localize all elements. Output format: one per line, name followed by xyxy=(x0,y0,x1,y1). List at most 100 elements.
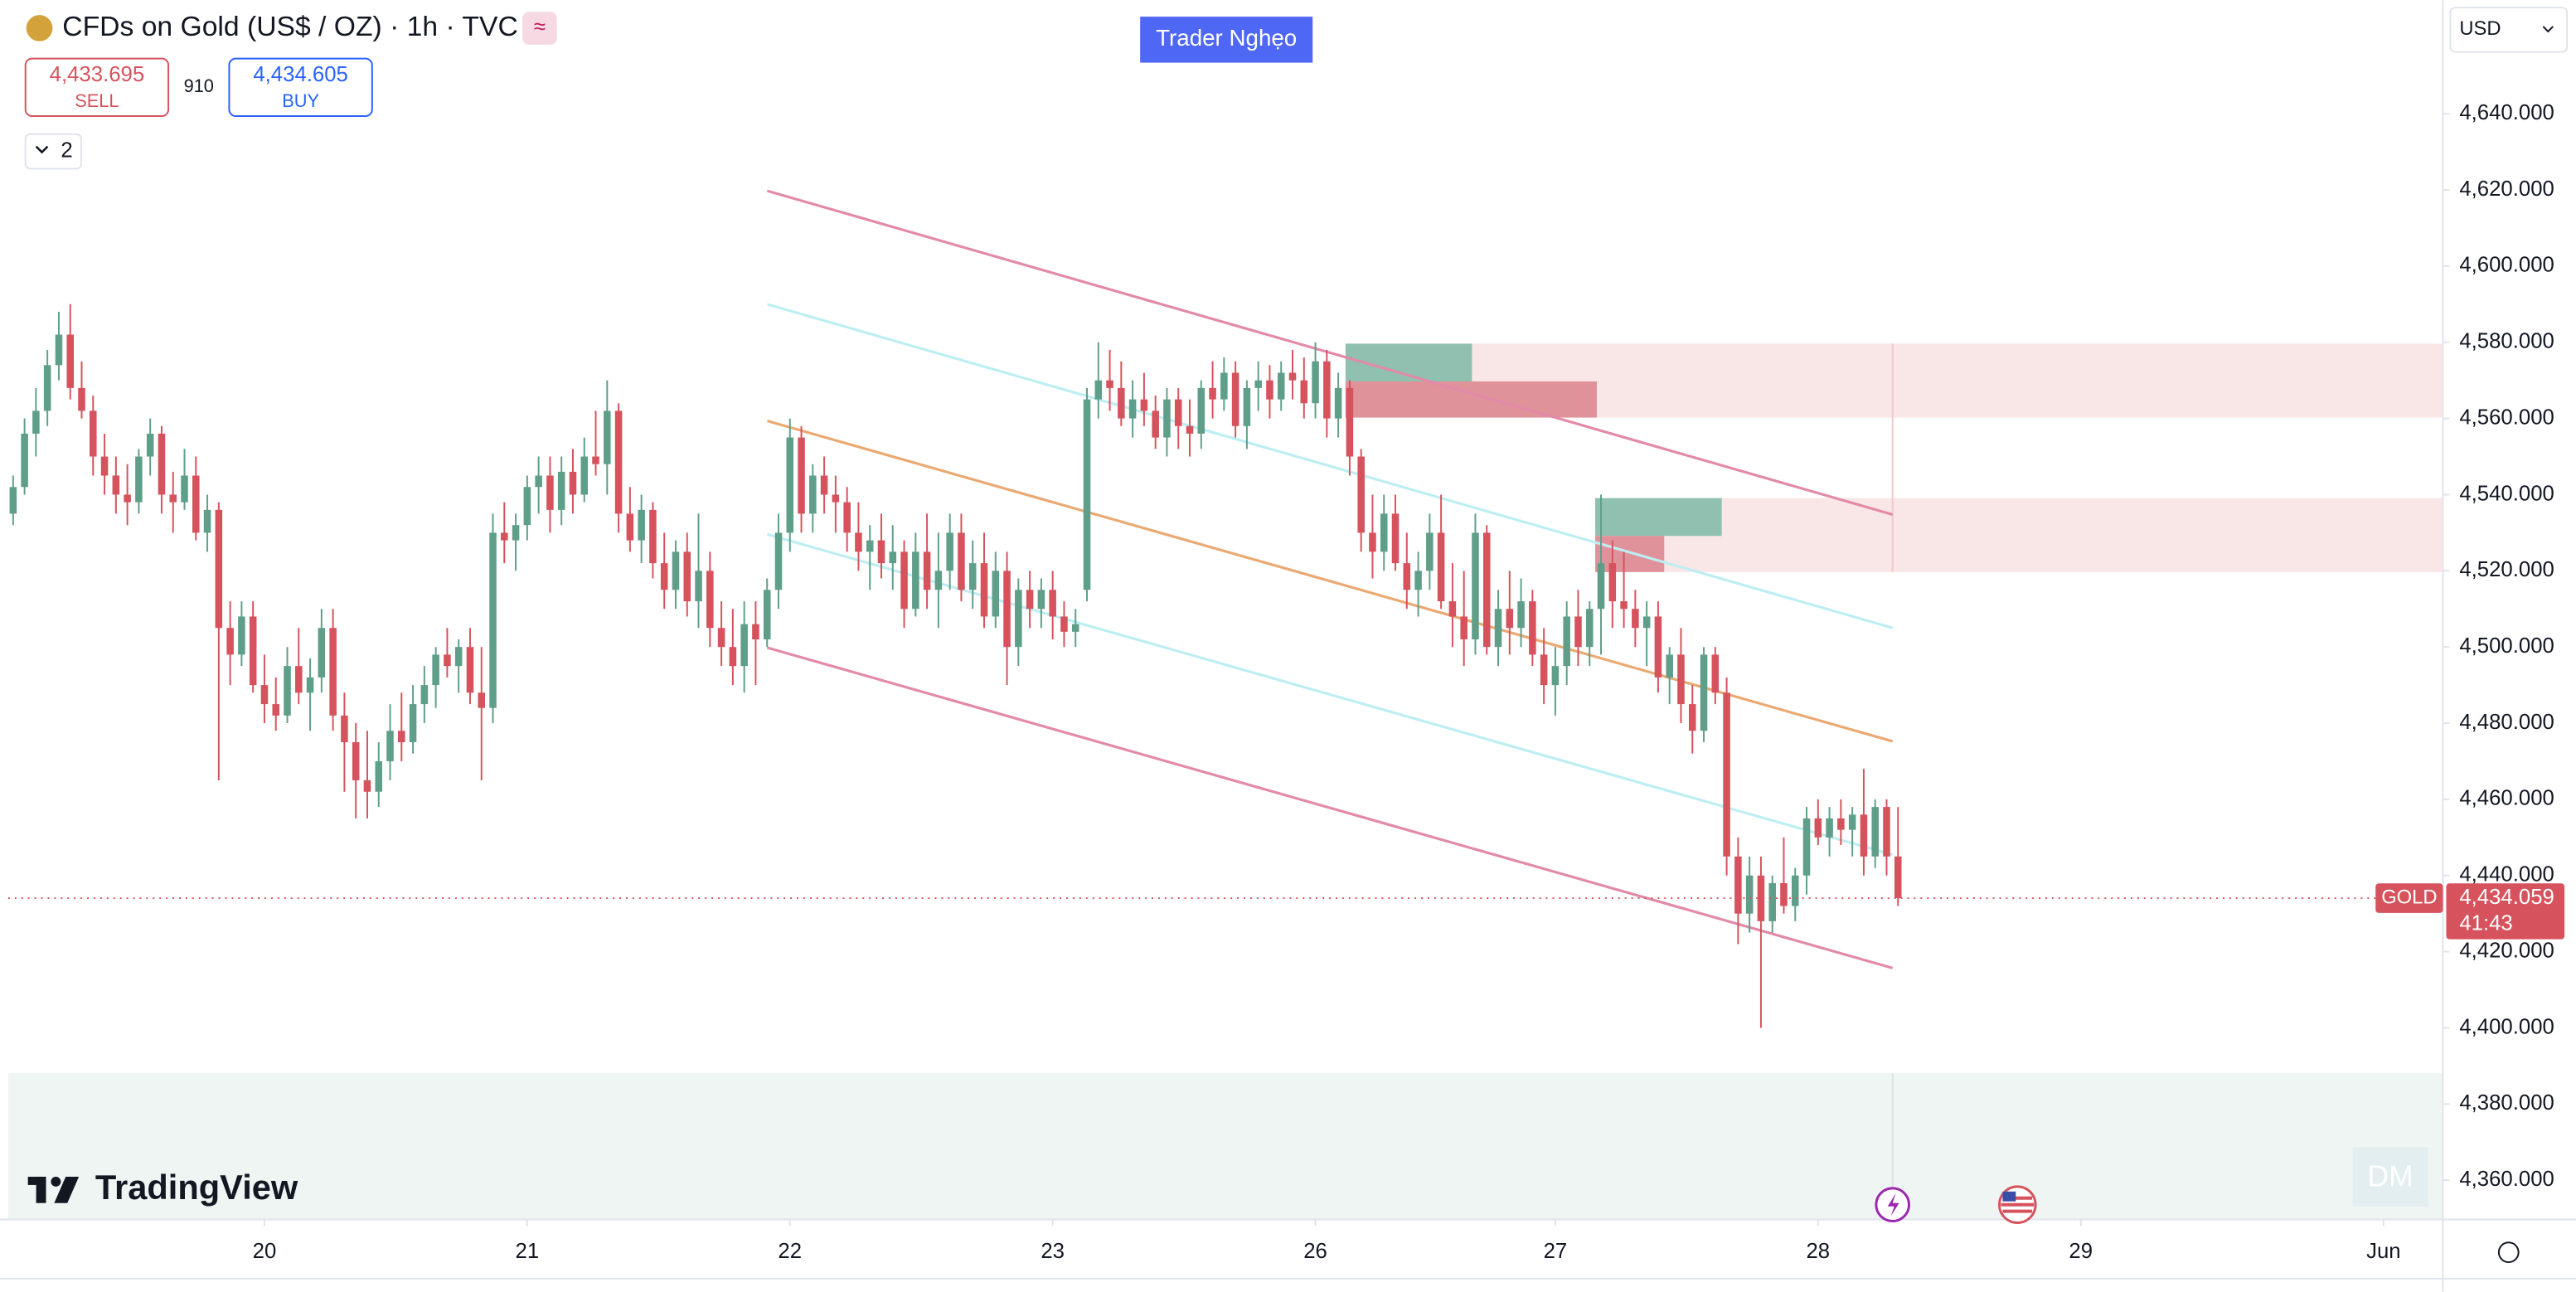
y-tick-label: 4,620.000 xyxy=(2459,177,2554,201)
tv-logo xyxy=(27,1177,80,1203)
candle-body xyxy=(889,551,897,564)
candle-body xyxy=(1437,532,1445,602)
candle-body xyxy=(1723,692,1730,857)
candle-body xyxy=(786,437,794,533)
x-tick-label: 26 xyxy=(1303,1240,1327,1263)
candle-body xyxy=(1506,609,1514,629)
candle-body xyxy=(169,494,177,503)
y-tick-label: 4,420.000 xyxy=(2459,939,2554,962)
candle-body xyxy=(181,475,188,503)
candle-body xyxy=(866,540,874,552)
candle-body xyxy=(752,624,759,640)
status-icon: ≈ xyxy=(534,16,546,39)
candle-body xyxy=(1094,380,1103,400)
candle-body xyxy=(1677,654,1685,705)
zone xyxy=(1595,498,2443,572)
candle-body xyxy=(604,410,611,464)
bolt xyxy=(1887,1192,1899,1217)
candle-body xyxy=(1163,399,1171,438)
indicator-toggle[interactable] xyxy=(24,133,83,170)
y-tick-label: 4,400.000 xyxy=(2459,1015,2554,1038)
x-tick-label: 23 xyxy=(1041,1240,1065,1263)
candle-body xyxy=(1174,399,1182,426)
y-tick-label: 4,440.000 xyxy=(2459,863,2554,886)
candle-body xyxy=(683,551,691,602)
candle-body xyxy=(1448,601,1457,617)
candle-body xyxy=(1003,571,1011,648)
y-tick-label: 4,560.000 xyxy=(2459,406,2554,429)
buy-price: 4,434.605 xyxy=(253,63,348,86)
symbol-tag xyxy=(2375,883,2443,913)
symbol-icon xyxy=(26,15,53,41)
spread: 910 xyxy=(184,75,214,96)
candle-body xyxy=(523,487,531,526)
candle-body xyxy=(1128,399,1137,419)
sell-label: SELL xyxy=(75,90,119,111)
candle-body xyxy=(146,433,154,457)
sell-button[interactable] xyxy=(24,57,170,117)
candle-body xyxy=(295,666,303,693)
y-tick-label: 4,460.000 xyxy=(2459,787,2554,810)
brand: TradingView xyxy=(95,1168,298,1207)
candle-body xyxy=(1106,380,1113,388)
chevron xyxy=(2542,26,2554,33)
candle-body xyxy=(877,540,885,564)
candle-body xyxy=(1323,361,1331,419)
candle-body xyxy=(1118,387,1125,419)
candle-body xyxy=(592,456,599,464)
candle-body xyxy=(1734,856,1742,914)
candle-body xyxy=(1140,399,1148,411)
candle-body xyxy=(1688,704,1696,731)
candle-body xyxy=(1597,563,1605,610)
candle-body xyxy=(215,509,223,629)
currency-select[interactable] xyxy=(2449,7,2569,53)
y-tick-label: 4,380.000 xyxy=(2459,1091,2554,1115)
candle-body xyxy=(1608,563,1617,602)
candle-body xyxy=(1745,875,1754,914)
candle-body xyxy=(284,666,291,716)
candle-body xyxy=(43,365,51,411)
chevron xyxy=(35,145,49,154)
candle-body xyxy=(1037,590,1045,610)
candle-body xyxy=(318,628,326,678)
candle-body xyxy=(1894,856,1902,899)
candle-body xyxy=(1848,814,1856,830)
candle-body xyxy=(1654,616,1662,678)
candle-body xyxy=(1071,624,1079,632)
candle-body xyxy=(1312,361,1319,404)
candle-body xyxy=(420,685,429,705)
candle-body xyxy=(1288,372,1297,381)
candle-body xyxy=(1883,807,1890,857)
settings-icon[interactable] xyxy=(2497,1241,2520,1264)
buy-button[interactable] xyxy=(228,57,373,117)
candle-body xyxy=(1517,601,1525,629)
candle-body xyxy=(1632,609,1639,629)
x-tick-label: 27 xyxy=(1544,1240,1568,1263)
corner-box xyxy=(2352,1147,2428,1207)
candle-body xyxy=(569,471,577,495)
y-tick-label: 4,360.000 xyxy=(2459,1168,2554,1191)
candle-body xyxy=(1780,882,1788,906)
candle-body xyxy=(1871,807,1879,857)
candle-body xyxy=(1403,563,1411,590)
candle-body xyxy=(501,532,508,541)
candle-body xyxy=(1186,425,1194,434)
candle-body xyxy=(1482,532,1491,648)
candle-body xyxy=(729,647,737,667)
candle-body xyxy=(626,513,634,541)
candle-body xyxy=(900,551,908,610)
candle-body xyxy=(512,525,520,541)
x-tick-label: 29 xyxy=(2069,1240,2093,1263)
candle-body xyxy=(774,532,783,590)
candle-body xyxy=(912,551,919,610)
session-band xyxy=(7,1073,2443,1220)
logo-part xyxy=(51,1177,61,1187)
candle-body xyxy=(614,410,623,514)
candle-body xyxy=(329,628,337,716)
candle-body xyxy=(1060,616,1068,632)
candle-body xyxy=(55,334,63,366)
x-tick-label: 28 xyxy=(1806,1240,1830,1263)
countdown: 41:43 xyxy=(2459,912,2512,935)
candle-body xyxy=(478,692,486,708)
